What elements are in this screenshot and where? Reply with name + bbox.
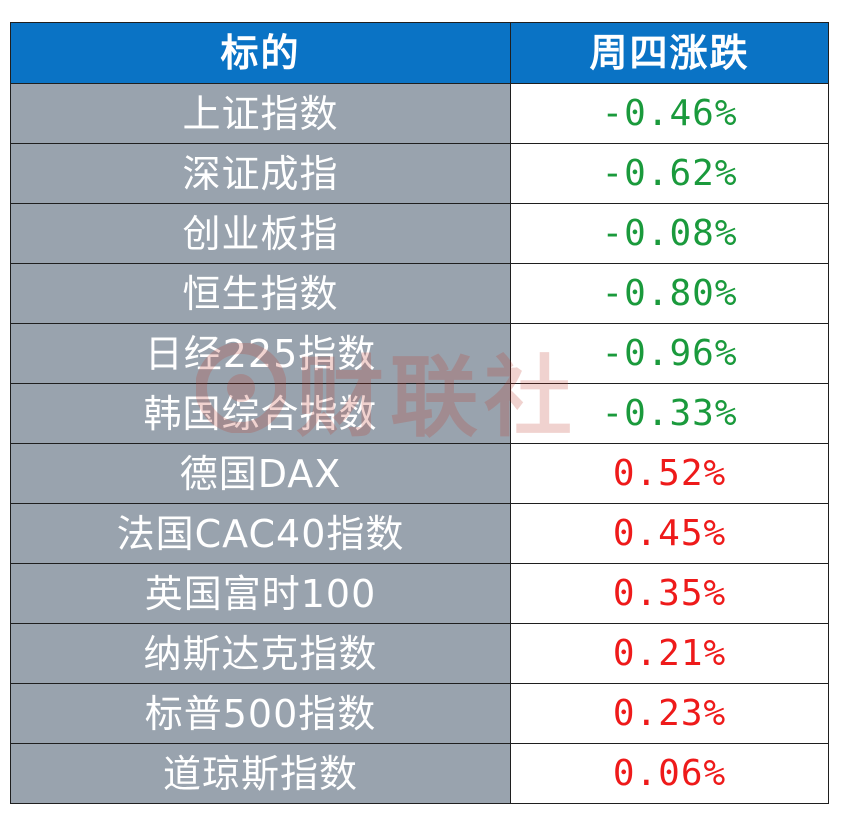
table-row: 道琼斯指数 0.06%: [10, 743, 829, 804]
index-change: 0.35%: [510, 563, 829, 624]
index-change-table-container: 标的 周四涨跌 上证指数 -0.46% 深证成指 -0.62% 创业板指 -0.…: [10, 22, 829, 804]
index-name: 韩国综合指数: [10, 383, 511, 444]
index-change: 0.52%: [510, 443, 829, 504]
index-change: -0.33%: [510, 383, 829, 444]
index-name: 德国DAX: [10, 443, 511, 504]
table-row: 日经225指数 -0.96%: [10, 323, 829, 384]
index-change: 0.06%: [510, 743, 829, 804]
index-change-table: 标的 周四涨跌 上证指数 -0.46% 深证成指 -0.62% 创业板指 -0.…: [10, 22, 829, 804]
table-row: 英国富时100 0.35%: [10, 563, 829, 624]
index-name: 道琼斯指数: [10, 743, 511, 804]
index-name: 日经225指数: [10, 323, 511, 384]
index-name: 法国CAC40指数: [10, 503, 511, 564]
index-change: -0.08%: [510, 203, 829, 264]
table-row: 法国CAC40指数 0.45%: [10, 503, 829, 564]
index-change: 0.23%: [510, 683, 829, 744]
index-name: 恒生指数: [10, 263, 511, 324]
index-change: -0.62%: [510, 143, 829, 204]
table-header-row: 标的 周四涨跌: [10, 22, 829, 84]
index-name: 深证成指: [10, 143, 511, 204]
table-row: 纳斯达克指数 0.21%: [10, 623, 829, 684]
table-row: 创业板指 -0.08%: [10, 203, 829, 264]
index-change: -0.96%: [510, 323, 829, 384]
table-row: 上证指数 -0.46%: [10, 83, 829, 144]
table-row: 恒生指数 -0.80%: [10, 263, 829, 324]
table-row: 标普500指数 0.23%: [10, 683, 829, 744]
table-row: 深证成指 -0.62%: [10, 143, 829, 204]
index-name: 英国富时100: [10, 563, 511, 624]
table-row: 德国DAX 0.52%: [10, 443, 829, 504]
header-name: 标的: [10, 22, 511, 84]
index-change: 0.45%: [510, 503, 829, 564]
index-name: 纳斯达克指数: [10, 623, 511, 684]
index-change: -0.80%: [510, 263, 829, 324]
index-name: 标普500指数: [10, 683, 511, 744]
header-change: 周四涨跌: [510, 22, 829, 84]
index-change: -0.46%: [510, 83, 829, 144]
table-row: 韩国综合指数 -0.33%: [10, 383, 829, 444]
index-name: 创业板指: [10, 203, 511, 264]
index-name: 上证指数: [10, 83, 511, 144]
index-change: 0.21%: [510, 623, 829, 684]
